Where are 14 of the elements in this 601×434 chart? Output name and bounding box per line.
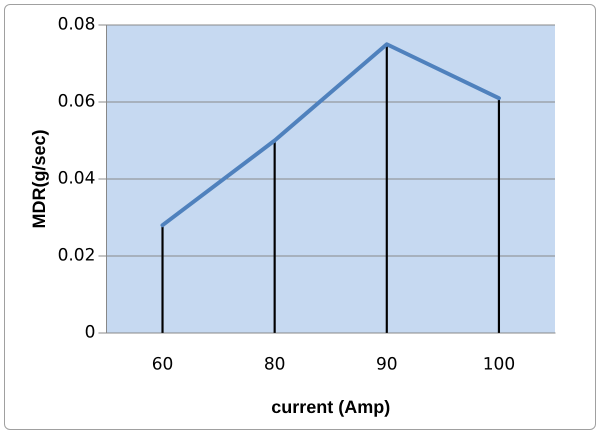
y-tick-label: 0.02 — [58, 245, 96, 266]
y-tick-label: 0 — [84, 322, 96, 342]
x-tick-label: 100 — [482, 354, 516, 375]
y-tick-label: 0.04 — [58, 168, 96, 188]
y-tick-label: 0.06 — [58, 91, 96, 112]
bar — [498, 98, 500, 333]
y-axis-title: MDR(g/sec) — [28, 129, 49, 229]
y-tick-label: 0.08 — [58, 14, 96, 34]
x-axis-title: current (Amp) — [271, 397, 390, 418]
x-tick-label: 60 — [152, 354, 174, 375]
bar — [161, 224, 164, 333]
x-tick-label: 90 — [376, 354, 398, 375]
bar — [274, 140, 276, 333]
x-tick-label: 80 — [264, 354, 286, 375]
